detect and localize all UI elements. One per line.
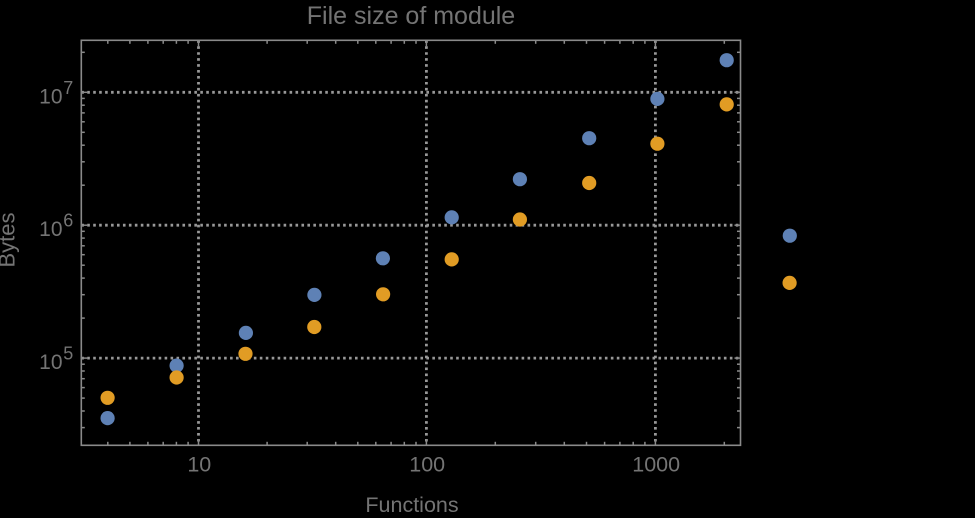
svg-text:10: 10 [39,351,62,374]
svg-text:File size of module: File size of module [307,2,515,30]
svg-text:5: 5 [63,344,73,364]
svg-text:Bytes: Bytes [0,212,20,267]
svg-text:10: 10 [39,218,62,241]
svg-text:6: 6 [63,211,73,231]
svg-text:1000: 1000 [632,452,680,476]
svg-text:Functions: Functions [365,493,458,513]
svg-text:7: 7 [63,78,73,98]
svg-text:10: 10 [39,85,62,108]
svg-text:100: 100 [409,452,445,476]
svg-text:10: 10 [187,452,211,476]
